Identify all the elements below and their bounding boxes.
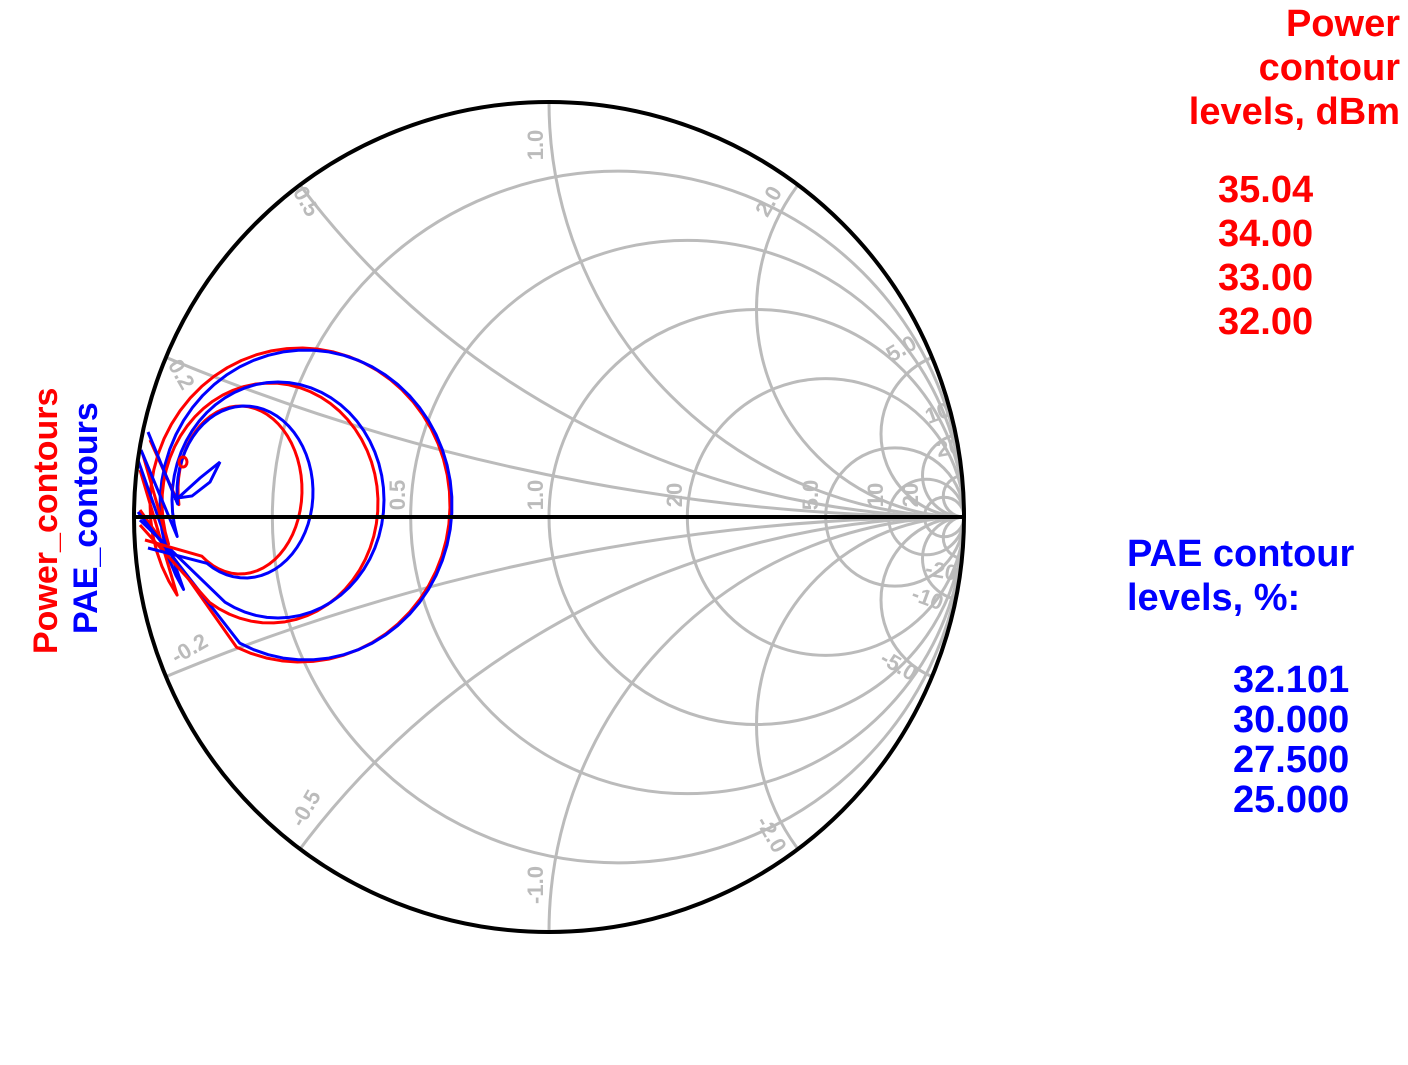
grid-tick-label: 2.0 bbox=[750, 182, 787, 221]
power-level: 34.00 bbox=[1218, 213, 1314, 255]
power-title-line: Power bbox=[1285, 3, 1400, 45]
pae-levels: 32.101 30.000 27.500 25.000 bbox=[1233, 660, 1349, 820]
grid-tick-label: 10 bbox=[863, 483, 888, 507]
reactance-arc bbox=[879, 515, 964, 685]
y-axis-label-pae: PAE_contours bbox=[67, 402, 105, 634]
grid-tick-label: 5.0 bbox=[798, 480, 823, 511]
pae-title-line: levels, %: bbox=[1127, 577, 1301, 619]
grid-tick-label: 20 bbox=[898, 483, 923, 507]
pae-level: 32.101 bbox=[1233, 659, 1350, 701]
pae-level: 25.000 bbox=[1233, 779, 1350, 821]
power-levels: 35.04 34.00 33.00 32.00 bbox=[1218, 168, 1313, 344]
reactance-arc bbox=[879, 349, 964, 519]
pae-contour bbox=[146, 404, 315, 580]
pae-contour bbox=[136, 348, 454, 662]
pae-title-line: PAE contour bbox=[1127, 533, 1355, 575]
grid-tick-label: 1.0 bbox=[523, 480, 548, 511]
power-level: 35.04 bbox=[1218, 169, 1314, 211]
axis-title: Power_contours PAE_contours bbox=[27, 388, 105, 654]
power-legend-title: Power contour levels, dBm bbox=[1140, 2, 1400, 134]
grid-tick-label: -0.2 bbox=[167, 628, 212, 669]
reactance-arc bbox=[921, 515, 964, 602]
grid-tick-label: -1.0 bbox=[523, 866, 548, 904]
reactance-arc bbox=[755, 515, 964, 932]
y-axis-label-power: Power_contours bbox=[27, 388, 65, 654]
power-title-line: contour bbox=[1258, 47, 1400, 89]
pae-peak-contour bbox=[173, 460, 222, 501]
pae-level: 27.500 bbox=[1233, 739, 1350, 781]
grid-tick-label: 20 bbox=[662, 483, 687, 507]
power-contour bbox=[138, 381, 380, 625]
power-peak-contour bbox=[177, 455, 189, 469]
pae-contour bbox=[138, 380, 386, 620]
pae-legend-title: PAE contour levels, %: bbox=[1127, 532, 1354, 620]
reactance-arc bbox=[941, 474, 964, 519]
power-level: 32.00 bbox=[1218, 301, 1314, 343]
power-title-line: levels, dBm bbox=[1188, 91, 1400, 133]
pae-level: 30.000 bbox=[1233, 699, 1350, 741]
grid-tick-label: 0.5 bbox=[385, 480, 410, 511]
reactance-arc bbox=[921, 432, 964, 519]
reactance-arc bbox=[941, 515, 964, 560]
contours bbox=[136, 346, 454, 664]
grid-tick-label: -20 bbox=[923, 556, 959, 586]
power-level: 33.00 bbox=[1218, 257, 1314, 299]
grid-tick-label: 0.2 bbox=[163, 355, 200, 394]
smith-outline bbox=[132, 100, 966, 934]
grid-tick-label: 1.0 bbox=[523, 130, 548, 161]
reactance-arc bbox=[755, 102, 964, 519]
